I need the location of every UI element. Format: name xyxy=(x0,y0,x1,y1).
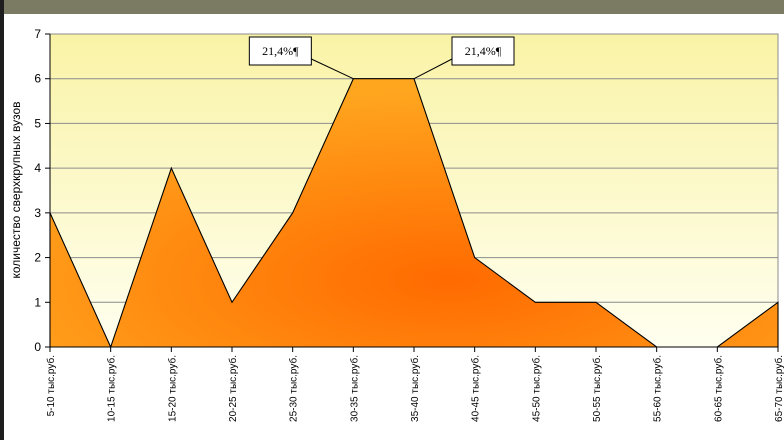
x-tick-label: 20-25 тыс.руб. xyxy=(227,355,239,422)
y-tick-label: 1 xyxy=(34,295,41,309)
y-tick-label: 6 xyxy=(34,72,41,86)
x-tick-label: 15-20 тыс.руб. xyxy=(166,355,178,422)
annotations: 21,4%¶ 21,4%¶ xyxy=(248,36,515,80)
y-tick-label: 3 xyxy=(34,206,41,220)
callout-label: 21,4%¶ xyxy=(465,44,502,58)
x-tick-label: 50-55 тыс.руб. xyxy=(591,355,603,422)
x-tick-label: 10-15 тыс.руб. xyxy=(106,355,118,422)
x-tick-label: 45-50 тыс.руб. xyxy=(530,355,542,422)
y-axis-ticks: 0 1 2 3 4 5 6 7 xyxy=(34,27,50,354)
callout-leader xyxy=(413,58,453,80)
x-tick-label: 65-70 тыс.руб. xyxy=(773,355,784,422)
y-tick-label: 2 xyxy=(34,251,41,265)
x-axis-ticks: 5-10 тыс.руб. 10-15 тыс.руб. 15-20 тыс.руб… xyxy=(45,347,784,422)
top-band xyxy=(0,0,784,14)
left-edge xyxy=(0,0,4,440)
x-tick-label: 55-60 тыс.руб. xyxy=(652,355,664,422)
x-tick-label: 5-10 тыс.руб. xyxy=(45,355,57,416)
x-tick-label: 30-35 тыс.руб. xyxy=(348,355,360,422)
x-tick-label: 25-30 тыс.руб. xyxy=(288,355,300,422)
y-tick-label: 5 xyxy=(34,116,41,130)
callout-box xyxy=(248,36,312,66)
y-tick-label: 4 xyxy=(34,161,41,175)
callout-box xyxy=(451,36,515,66)
y-axis-label: количество сверхкрупных вузов xyxy=(9,101,23,278)
x-tick-label: 35-40 тыс.руб. xyxy=(409,355,421,422)
callout-leader xyxy=(311,58,354,80)
x-tick-label: 60-65 тыс.руб. xyxy=(712,355,724,422)
y-tick-label: 0 xyxy=(34,340,41,354)
area-path xyxy=(49,78,779,349)
x-tick-label: 40-45 тыс.руб. xyxy=(470,355,482,422)
callout-label: 21,4%¶ xyxy=(262,44,299,58)
y-tick-label: 7 xyxy=(34,27,41,41)
area-series xyxy=(49,78,779,349)
